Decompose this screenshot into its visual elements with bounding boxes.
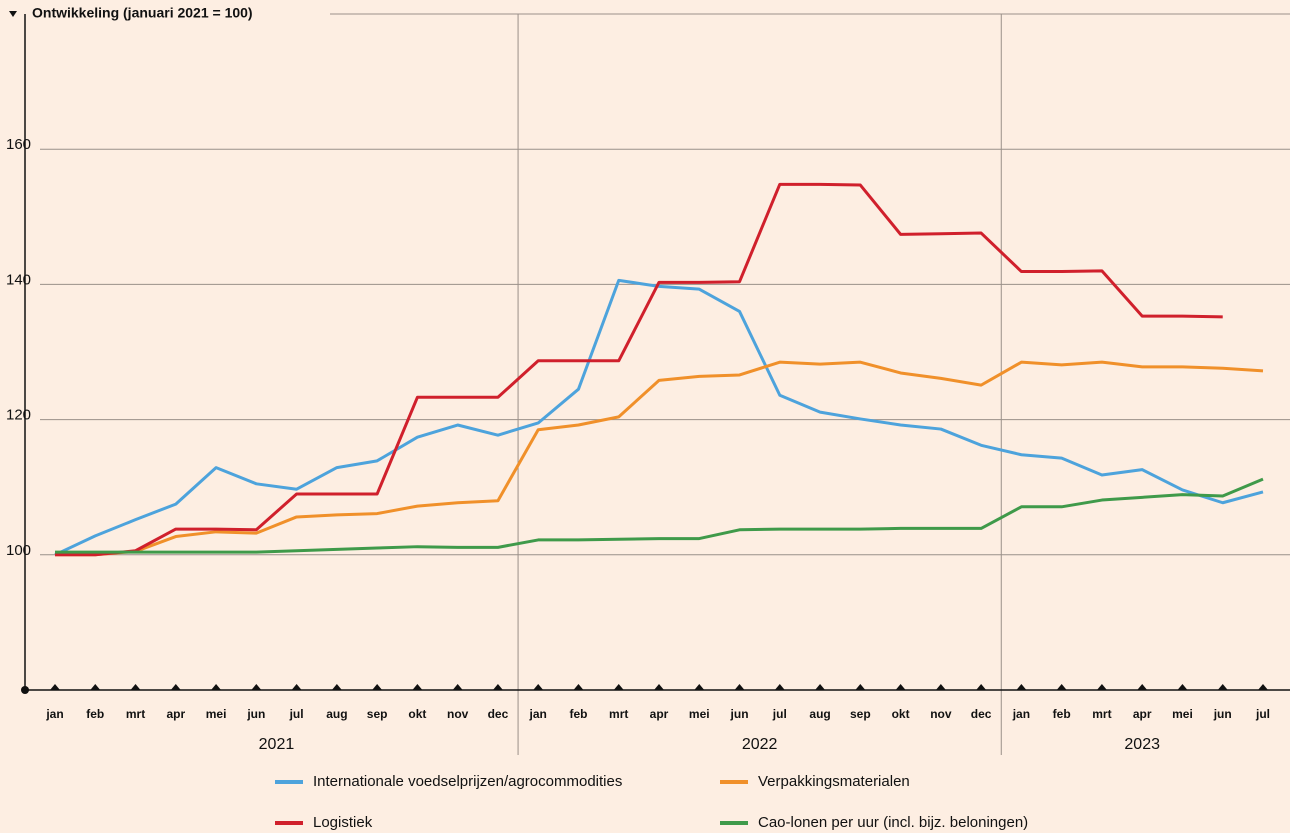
series-line — [55, 182, 1223, 557]
x-tick — [492, 684, 503, 690]
x-tick-label: feb — [86, 707, 104, 721]
year-label: 2023 — [1124, 736, 1160, 753]
y-tick-label: 120 — [6, 407, 31, 424]
legend-label: Cao-lonen per uur (incl. bijz. beloninge… — [758, 814, 1028, 831]
x-tick — [573, 684, 584, 690]
x-tick — [211, 684, 222, 690]
legend-label: Verpakkingsmaterialen — [758, 773, 910, 790]
x-tick — [1056, 684, 1067, 690]
x-tick-label: jul — [772, 707, 787, 721]
x-tick-label: jul — [1255, 707, 1270, 721]
x-tick — [331, 684, 342, 690]
y-tick-label: 140 — [6, 271, 31, 288]
x-tick — [1177, 684, 1188, 690]
year-label: 2022 — [742, 736, 778, 753]
series-line — [55, 477, 1264, 554]
x-tick-label: okt — [892, 707, 910, 721]
x-tick-label: mrt — [609, 707, 628, 721]
x-tick — [1258, 684, 1268, 690]
x-tick-label: jun — [1213, 707, 1232, 721]
x-tick — [412, 684, 423, 690]
series-line — [55, 360, 1264, 557]
x-tick-label: apr — [166, 707, 185, 721]
x-tick-label: jul — [289, 707, 304, 721]
x-tick-label: jan — [45, 707, 63, 721]
x-tick — [130, 684, 141, 690]
chart-title: Ontwikkeling (januari 2021 = 100) — [32, 5, 253, 21]
x-tick — [694, 684, 705, 690]
x-tick-label: jan — [529, 707, 547, 721]
x-tick-label: feb — [1053, 707, 1071, 721]
x-tick — [1096, 684, 1107, 690]
x-tick — [90, 684, 101, 690]
x-tick — [774, 684, 785, 690]
year-label: 2021 — [259, 736, 295, 753]
x-tick-label: dec — [971, 707, 992, 721]
x-tick — [1217, 684, 1228, 690]
x-tick — [1137, 684, 1148, 690]
x-tick — [613, 684, 624, 690]
x-tick-label: sep — [850, 707, 871, 721]
x-tick-label: mei — [206, 707, 227, 721]
x-tick-label: mrt — [1092, 707, 1111, 721]
y-tick-label: 100 — [6, 542, 31, 559]
x-tick — [291, 684, 302, 690]
x-tick — [976, 684, 987, 690]
x-tick-label: mrt — [126, 707, 145, 721]
x-tick-label: apr — [1133, 707, 1152, 721]
x-tick-label: sep — [367, 707, 388, 721]
x-tick-label: jun — [730, 707, 749, 721]
x-tick-label: mei — [689, 707, 710, 721]
x-tick-label: jun — [246, 707, 265, 721]
x-tick-label: okt — [408, 707, 426, 721]
x-tick — [734, 684, 745, 690]
x-tick-label: apr — [650, 707, 669, 721]
legend-label: Internationale voedselprijzen/agrocommod… — [313, 773, 622, 790]
x-tick — [170, 684, 181, 690]
x-tick-label: mei — [1172, 707, 1193, 721]
x-tick-label: feb — [569, 707, 587, 721]
x-tick — [251, 684, 262, 690]
x-tick-label: dec — [488, 707, 509, 721]
x-tick — [1016, 684, 1027, 690]
x-tick-label: aug — [326, 707, 347, 721]
x-tick — [855, 684, 866, 690]
x-tick — [50, 684, 60, 690]
x-tick-label: jan — [1012, 707, 1030, 721]
x-tick-label: aug — [809, 707, 830, 721]
x-tick — [533, 684, 544, 690]
x-tick-label: nov — [447, 707, 469, 721]
series-line — [54, 278, 1264, 557]
x-tick — [935, 684, 946, 690]
x-tick — [372, 684, 383, 690]
x-tick — [654, 684, 664, 690]
legend-label: Logistiek — [313, 814, 373, 831]
y-tick-label: 160 — [6, 136, 31, 153]
x-tick — [895, 684, 906, 690]
title-marker — [9, 11, 17, 17]
x-tick-label: nov — [930, 707, 952, 721]
x-tick — [452, 684, 463, 690]
origin-dot — [21, 686, 29, 694]
x-tick — [815, 684, 826, 690]
